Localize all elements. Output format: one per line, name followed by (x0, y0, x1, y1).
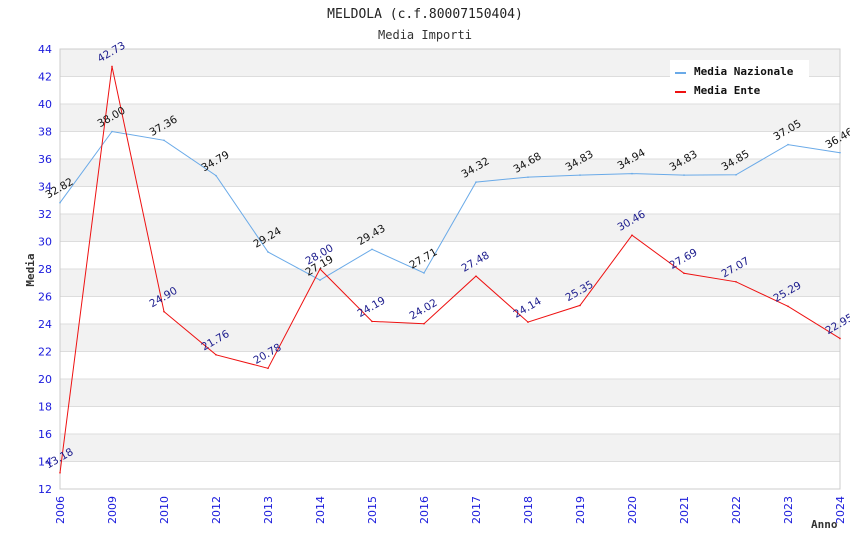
data-point (111, 130, 113, 133)
data-point (683, 174, 685, 176)
grid-band (60, 434, 840, 462)
grid-band (60, 379, 840, 407)
data-point (111, 65, 113, 68)
series-group (59, 65, 841, 474)
grid-band (60, 296, 840, 324)
x-axis-label: Anno (811, 518, 838, 531)
y-tick-label: 40 (38, 98, 52, 111)
x-tick-label: 2009 (106, 496, 119, 524)
legend-label-media-ente: Media Ente (694, 84, 761, 97)
y-tick-label: 44 (38, 43, 52, 56)
y-tick-label: 38 (38, 126, 52, 139)
y-tick-label: 26 (38, 291, 52, 304)
chart-subtitle: Media Importi (378, 28, 472, 42)
data-point (423, 272, 425, 274)
x-tick-label: 2013 (262, 496, 275, 524)
y-axis-label: Media (24, 253, 37, 286)
data-point (839, 337, 841, 340)
data-point (215, 174, 217, 177)
series-line-media-nazionale (59, 130, 841, 281)
x-tick-label: 2019 (574, 496, 587, 524)
plot-frame (59, 48, 841, 490)
x-tick-label: 2021 (678, 496, 691, 524)
data-point (787, 143, 789, 146)
x-tick-label: 2014 (314, 496, 327, 524)
data-point (319, 279, 321, 281)
x-tick-label: 2006 (54, 496, 67, 524)
data-point (371, 248, 373, 251)
grid-band (60, 269, 840, 297)
data-point (735, 280, 737, 283)
data-point (579, 174, 581, 176)
legend-label-media-nazionale: Media Nazionale (694, 65, 794, 78)
grid-band (60, 406, 840, 434)
grid-bands (60, 49, 840, 489)
data-point (163, 139, 165, 142)
grid-band (60, 104, 840, 132)
x-tick-label: 2023 (782, 496, 795, 524)
data-point (59, 471, 61, 474)
data-point (59, 201, 61, 204)
data-point (683, 272, 685, 275)
grid-band (60, 186, 840, 214)
x-tick-label: 2010 (158, 496, 171, 524)
data-point (371, 320, 373, 323)
x-tick-label: 2017 (470, 496, 483, 524)
data-point (475, 275, 477, 277)
y-tick-label: 22 (38, 346, 52, 359)
data-point (527, 321, 529, 323)
data-point (267, 251, 269, 253)
data-point (423, 322, 425, 325)
x-tick-label: 2024 (834, 496, 847, 524)
grid-band (60, 351, 840, 379)
data-point (215, 354, 217, 356)
y-tick-label: 32 (38, 208, 52, 221)
y-tick-label: 28 (38, 263, 52, 276)
legend: Media Nazionale Media Ente (670, 60, 809, 102)
y-tick-label: 24 (38, 318, 52, 331)
y-tick-label: 12 (38, 483, 52, 496)
legend-box (670, 60, 809, 102)
x-tick-label: 2016 (418, 496, 431, 524)
grid-band (60, 461, 840, 489)
y-tick-label: 30 (38, 236, 52, 249)
y-tick-label: 20 (38, 373, 52, 386)
x-tick-label: 2015 (366, 496, 379, 524)
data-point (527, 176, 529, 178)
data-point (735, 174, 737, 176)
y-tick-label: 34 (38, 181, 52, 194)
x-tick-label: 2018 (522, 496, 535, 524)
grid-band (60, 241, 840, 269)
grid-band (60, 159, 840, 187)
data-point (319, 268, 321, 270)
data-point (787, 305, 789, 308)
chart-title: MELDOLA (c.f.80007150404) (327, 7, 523, 22)
data-point (631, 234, 633, 236)
data-point (163, 310, 165, 313)
y-tick-label: 18 (38, 401, 52, 414)
y-axis-ticks: 12 14 16 18 20 22 24 26 28 30 32 34 36 38 40 42 44 (38, 43, 52, 496)
data-point (631, 172, 633, 175)
grid-band (60, 324, 840, 352)
y-tick-label: 16 (38, 428, 52, 441)
y-tick-label: 36 (38, 153, 52, 166)
data-point (839, 151, 841, 154)
x-tick-label: 2022 (730, 496, 743, 524)
series-line-media-ente (59, 66, 841, 473)
data-point (475, 181, 477, 183)
x-tick-label: 2020 (626, 496, 639, 524)
data-point (267, 367, 269, 370)
x-tick-label: 2012 (210, 496, 223, 524)
y-tick-label: 42 (38, 71, 52, 84)
data-point (579, 304, 581, 307)
grid-band (60, 131, 840, 159)
y-tick-label: 14 (38, 456, 52, 469)
x-axis-ticks: 2006 2009 2010 2012 2013 2014 2015 2016 2017 2018… (54, 496, 847, 524)
